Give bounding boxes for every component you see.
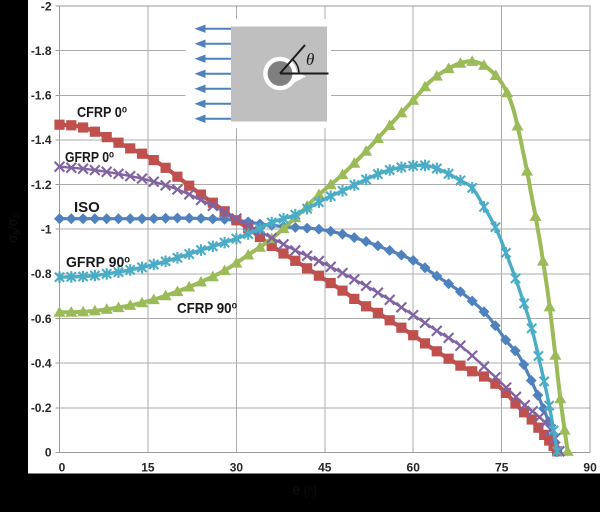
svg-text:-1.6: -1.6	[31, 89, 52, 103]
svg-text:GFRP 0o: GFRP 0o	[65, 149, 114, 166]
svg-text:-1.8: -1.8	[31, 44, 52, 58]
svg-text:-1: -1	[41, 223, 52, 237]
svg-text:45: 45	[318, 461, 332, 475]
svg-text:θ (°): θ (°)	[293, 483, 318, 498]
svg-text:15: 15	[141, 461, 155, 475]
svg-text:θ: θ	[306, 50, 314, 69]
svg-text:-0.2: -0.2	[31, 401, 52, 415]
svg-text:-0.6: -0.6	[31, 312, 52, 326]
svg-text:90: 90	[583, 461, 597, 475]
svg-text:0: 0	[59, 461, 66, 475]
svg-text:GFRP 90o: GFRP 90o	[66, 254, 130, 271]
svg-text:60: 60	[407, 461, 421, 475]
svg-text:σθ/σ0: σθ/σ0	[5, 213, 22, 243]
svg-text:-0.4: -0.4	[31, 356, 52, 370]
svg-text:75: 75	[495, 461, 509, 475]
svg-text:-2: -2	[41, 0, 52, 13]
svg-text:CFRP 0o: CFRP 0o	[77, 104, 127, 121]
svg-text:30: 30	[230, 461, 244, 475]
svg-text:-1.2: -1.2	[31, 178, 52, 192]
svg-text:CFRP 90o: CFRP 90o	[177, 300, 237, 317]
svg-text:-1.4: -1.4	[31, 133, 52, 147]
svg-text:-0.8: -0.8	[31, 267, 52, 281]
svg-text:ISO: ISO	[74, 199, 100, 216]
svg-text:0: 0	[45, 446, 52, 460]
